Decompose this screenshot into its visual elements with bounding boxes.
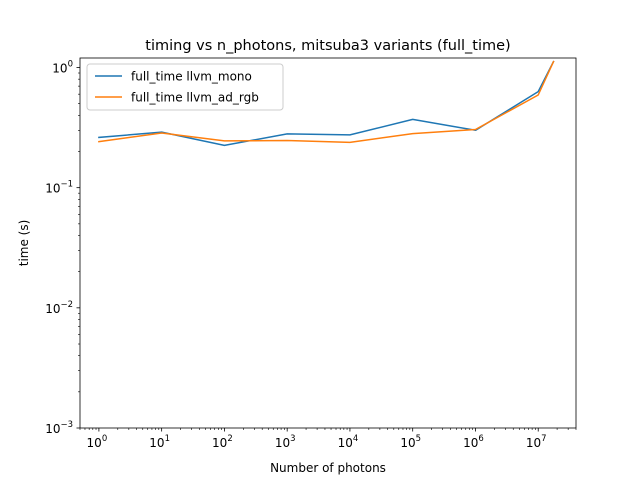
y-tick-label: 10−2 xyxy=(45,300,73,316)
legend: full_time llvm_mono full_time llvm_ad_rgb xyxy=(86,63,284,111)
x-tick-label: 105 xyxy=(400,434,421,450)
y-tick-label: 10−3 xyxy=(45,420,73,436)
chart-title: timing vs n_photons, mitsuba3 variants (… xyxy=(145,38,510,54)
x-axis-label: Number of photons xyxy=(270,461,386,475)
x-tick-label: 107 xyxy=(526,434,547,450)
minor-ticks xyxy=(78,72,577,430)
x-tick-label: 100 xyxy=(87,434,108,450)
legend-box xyxy=(86,63,284,111)
x-tick-label: 101 xyxy=(149,434,170,450)
y-axis-label: time (s) xyxy=(17,220,31,267)
y-tick-label: 10−1 xyxy=(45,180,73,196)
y-tick-label: 100 xyxy=(52,60,73,76)
x-axis-ticks: 100 101 102 103 104 105 106 107 xyxy=(87,428,547,450)
legend-label-1: full_time llvm_ad_rgb xyxy=(131,91,259,105)
series-line-1 xyxy=(98,60,555,144)
legend-label-0: full_time llvm_mono xyxy=(131,70,252,84)
x-tick-label: 104 xyxy=(338,434,359,450)
x-tick-label: 106 xyxy=(463,434,484,450)
x-tick-label: 103 xyxy=(275,434,296,450)
series-line-0 xyxy=(98,60,555,147)
y-axis-ticks: 10−3 10−2 10−1 100 xyxy=(45,60,80,436)
series-lines xyxy=(98,60,555,147)
plot-area-frame xyxy=(79,57,577,429)
x-tick-label: 102 xyxy=(212,434,233,450)
